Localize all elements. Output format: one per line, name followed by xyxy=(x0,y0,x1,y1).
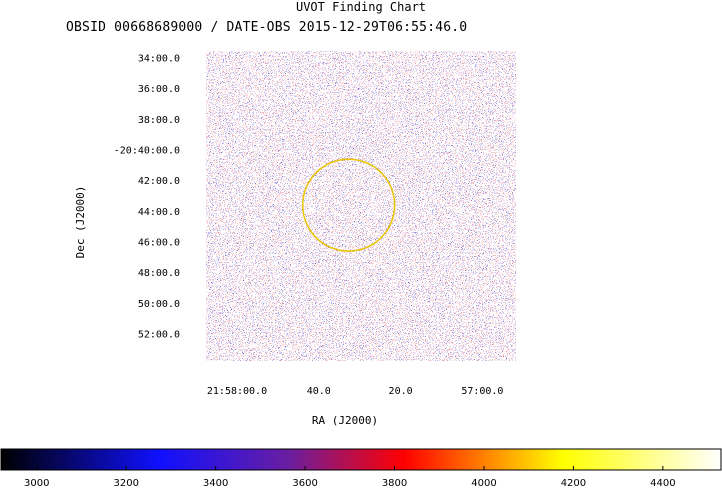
dec-tick-label: 52:00.0 xyxy=(138,329,180,340)
colorbar-tick-label: 4200 xyxy=(561,478,586,489)
sky-image xyxy=(206,51,516,361)
dec-tick-label: 50:00.0 xyxy=(138,299,180,310)
dec-tick-label: 34:00.0 xyxy=(138,54,180,65)
chart-title: UVOT Finding Chart xyxy=(295,0,427,14)
ra-tick-labels: 21:58:00.0 40.0 20.0 57:00.0 xyxy=(207,386,504,397)
stars xyxy=(206,54,465,293)
y-axis-label: Dec (J2000) xyxy=(74,186,87,259)
colorbar-tick-label: 3200 xyxy=(113,478,138,489)
sky-noise-white xyxy=(206,51,516,361)
target-region-circle xyxy=(301,158,396,252)
ra-tick-label: 20.0 xyxy=(389,386,413,397)
colorbar-tick-label: 4000 xyxy=(471,478,496,489)
colorbar: 3000 3200 3400 3600 3800 4000 4200 4400 xyxy=(0,448,722,489)
dec-tick-label: 36:00.0 xyxy=(138,84,180,95)
dec-tick-label: 46:00.0 xyxy=(138,237,180,248)
star xyxy=(206,289,210,293)
colorbar-tick-label: 4400 xyxy=(650,478,675,489)
dec-tick-label: 48:00.0 xyxy=(138,268,180,279)
dec-tick-labels: 34:00.0 36:00.0 38:00.0 -20:40:00.0 42:00.0 4… xyxy=(114,54,180,341)
colorbar-gradient xyxy=(0,448,722,471)
colorbar-tick-labels: 3000 3200 3400 3600 3800 4000 4200 4400 xyxy=(24,466,676,489)
dec-tick-label: 38:00.0 xyxy=(138,115,180,126)
star xyxy=(454,206,465,217)
chart-subtitle: OBSID 00668689000 / DATE-OBS 2015-12-29T… xyxy=(66,20,468,35)
ra-tick-label: 40.0 xyxy=(307,386,331,397)
dec-tick-label: 42:00.0 xyxy=(138,176,180,187)
colorbar-tick-label: 3800 xyxy=(382,478,407,489)
star xyxy=(312,54,323,65)
colorbar-tick-label: 3000 xyxy=(24,478,49,489)
colorbar-tick-label: 3600 xyxy=(292,478,317,489)
colorbar-tick-label: 3400 xyxy=(203,478,228,489)
dec-tick-label: 44:00.0 xyxy=(138,207,180,218)
x-axis-label: RA (J2000) xyxy=(312,414,378,427)
star xyxy=(305,204,316,215)
ra-tick-label: 57:00.0 xyxy=(461,386,503,397)
dec-tick-label: -20:40:00.0 xyxy=(114,145,180,156)
ra-tick-label: 21:58:00.0 xyxy=(207,386,267,397)
